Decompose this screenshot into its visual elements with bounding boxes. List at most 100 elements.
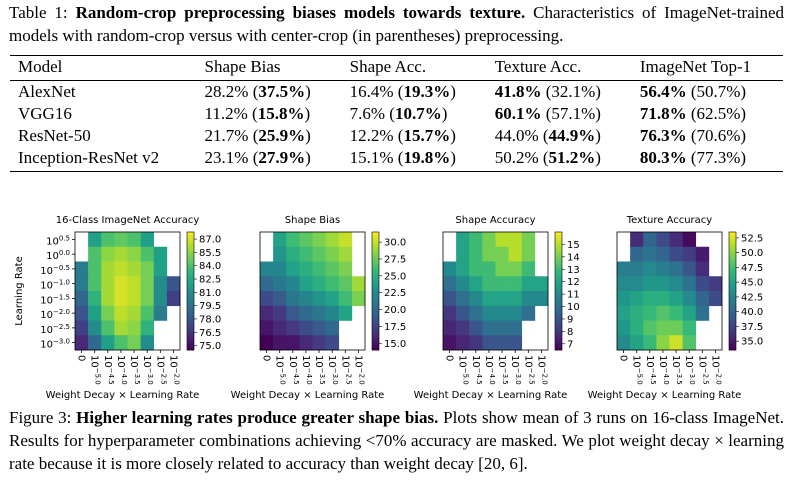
heatmap-cell bbox=[682, 320, 697, 336]
heatmap-cell bbox=[630, 305, 644, 321]
table-row: Inception-ResNet v2 23.1% (27.9%) 15.1% (1… bbox=[10, 147, 783, 172]
chart-title: Shape Accuracy bbox=[455, 215, 535, 226]
colorbar-tick-label: 27.5 bbox=[384, 254, 406, 265]
colorbar-tick-label: 10 bbox=[567, 302, 580, 313]
heatmap-cell bbox=[630, 276, 644, 292]
colorbar-segment bbox=[187, 273, 194, 277]
heatmap-cell bbox=[708, 291, 723, 307]
heatmap-cell bbox=[140, 276, 155, 292]
label-exponent: −2.0 bbox=[540, 368, 548, 385]
cell: 71.8% (62.5%) bbox=[632, 103, 783, 125]
heatmap-cell bbox=[127, 320, 141, 336]
colorbar-segment bbox=[372, 314, 379, 318]
colorbar-segment bbox=[555, 246, 562, 251]
label-exponent: −3.0 bbox=[331, 368, 339, 385]
heatmap-cell bbox=[521, 232, 536, 248]
heatmap-cell bbox=[273, 261, 287, 277]
x-tick-label: 10−3.5 bbox=[496, 355, 509, 385]
heatmap-cell bbox=[656, 291, 670, 307]
heatmap-cell bbox=[114, 261, 128, 277]
colorbar-segment bbox=[555, 332, 562, 336]
heatmap-cell bbox=[260, 291, 274, 307]
heatmap-cell bbox=[656, 261, 670, 277]
heatmap-cell bbox=[351, 291, 366, 307]
table-row: VGG16 11.2% (15.8%) 7.6% (10.7%) 60.1% (57.… bbox=[10, 103, 783, 125]
label-base: 10 bbox=[40, 266, 53, 277]
bold-text: 56.4% bbox=[639, 82, 687, 101]
bold-text: 37.5% bbox=[258, 82, 306, 101]
heatmap-cell bbox=[312, 291, 326, 307]
colorbar-segment bbox=[372, 311, 379, 315]
colorbar-segment bbox=[555, 291, 562, 295]
heatmap-cell bbox=[114, 276, 128, 292]
colorbar-segment bbox=[555, 347, 562, 351]
colorbar-segment bbox=[555, 326, 562, 330]
heatmap-cell bbox=[630, 320, 644, 336]
heatmap-cell bbox=[325, 320, 340, 336]
colorbar-segment bbox=[729, 311, 736, 315]
label-exponent: −2.5 bbox=[701, 368, 709, 385]
heatmap-cell bbox=[338, 276, 353, 292]
colorbar-segment bbox=[187, 329, 194, 333]
heatmap-cell bbox=[299, 320, 313, 336]
heatmap-cell bbox=[656, 305, 670, 321]
heatmap-cell bbox=[521, 276, 536, 292]
heatmap-cell bbox=[114, 291, 128, 307]
heatmap-cell bbox=[299, 232, 313, 248]
text: ) bbox=[441, 104, 448, 123]
text: (77.3%) bbox=[686, 148, 747, 167]
cell: AlexNet bbox=[18, 82, 76, 101]
colorbar-segment bbox=[729, 329, 736, 333]
bold-text: 15.7% bbox=[403, 126, 451, 145]
x-tick-label: 10−4.0 bbox=[483, 355, 496, 385]
x-axis-label: Weight Decay × Learning Rate bbox=[588, 390, 742, 401]
x-tick-label: 10−2.5 bbox=[522, 355, 535, 385]
colorbar-segment bbox=[729, 314, 736, 318]
colorbar-segment bbox=[729, 237, 736, 242]
heatmap-cell bbox=[273, 320, 287, 336]
colorbar-tick-label: 20.0 bbox=[384, 305, 406, 316]
heatmap-cell bbox=[325, 261, 340, 277]
heatmap-cell bbox=[643, 291, 657, 307]
colorbar-segment bbox=[187, 332, 194, 336]
cell: 23.1% (27.9%) bbox=[196, 147, 342, 172]
x-tick-label: 10−3.0 bbox=[509, 355, 522, 385]
colorbar-segment bbox=[729, 270, 736, 274]
heatmap-cell bbox=[456, 246, 470, 262]
heatmap-cell bbox=[669, 246, 683, 262]
colorbar-segment bbox=[372, 243, 379, 248]
label-exponent: −4.5 bbox=[649, 368, 657, 385]
plot-frame bbox=[74, 231, 181, 351]
colorbar-tick-label: 40.0 bbox=[741, 307, 763, 318]
table-row: AlexNet 28.2% (37.5%) 16.4% (19.3%) 41.8% (… bbox=[10, 81, 783, 104]
heatmap-cell bbox=[456, 232, 470, 248]
colorbar-segment bbox=[187, 302, 194, 307]
bold-text: Higher learning rates produce greater sh… bbox=[76, 408, 439, 427]
cell: 28.2% (37.5%) bbox=[197, 81, 342, 104]
colorbar-segment bbox=[187, 311, 194, 315]
text: 11.2% ( bbox=[204, 104, 258, 123]
label-exponent: −3.0 bbox=[514, 368, 522, 385]
label-base: 10 bbox=[470, 355, 481, 368]
x-tick-label: 10−4.5 bbox=[644, 355, 657, 385]
heatmap-cell bbox=[495, 335, 509, 351]
colorbar-segment bbox=[187, 335, 194, 339]
heatmap-cell bbox=[643, 232, 657, 248]
text: 23.1% ( bbox=[204, 148, 259, 167]
colorbar-segment bbox=[372, 261, 379, 265]
colorbar-segment bbox=[187, 234, 194, 239]
heatmap-cell bbox=[286, 246, 300, 262]
label-exponent: −2.5 bbox=[53, 323, 70, 331]
y-tick-label: 10−3.0 bbox=[40, 338, 70, 351]
heatmap-cell bbox=[273, 291, 287, 307]
colorbar-segment bbox=[187, 288, 194, 292]
heatmap-cell bbox=[456, 291, 470, 307]
colorbar-tick-label: 35.0 bbox=[741, 337, 763, 348]
colorbar-tick-label: 81.0 bbox=[199, 288, 221, 299]
cell: VGG16 bbox=[18, 104, 72, 123]
label-exponent: −3.5 bbox=[501, 368, 509, 385]
heatmap-cell bbox=[114, 232, 128, 248]
bold-text: 51.2% bbox=[548, 148, 596, 167]
heatmap-cell bbox=[456, 320, 470, 336]
colorbar-tick-label: 9 bbox=[567, 314, 573, 325]
